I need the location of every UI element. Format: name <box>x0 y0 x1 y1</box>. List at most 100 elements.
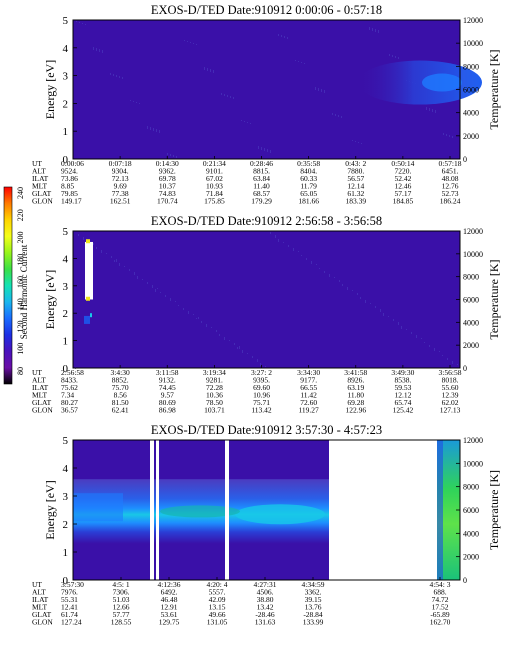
heatmap-cell <box>339 280 340 282</box>
heatmap-cell <box>426 107 427 110</box>
orbit-table-cell: 52.73 <box>442 189 459 198</box>
orbit-table-cell: 52.42 <box>394 174 411 183</box>
heatmap-cell <box>375 306 376 308</box>
orbit-table-cell: 149.17 <box>61 197 82 206</box>
heatmap-cell <box>357 293 358 295</box>
orbit-table-cell: 69.60 <box>253 383 270 392</box>
orbit-table-cell: 11.42 <box>300 391 317 400</box>
data-gap <box>156 440 159 580</box>
y-right-tick-label: 0 <box>463 155 467 164</box>
colorbar-label: Second Harmonic Current <box>19 244 29 339</box>
data-gap <box>225 440 229 580</box>
orbit-table-cell: 11.79 <box>300 182 317 191</box>
orbit-table-cell: 75.70 <box>112 383 129 392</box>
heatmap-cell <box>267 149 268 152</box>
orbit-table-cell: 3:4:30 <box>111 368 130 377</box>
y-tick-label: 0 <box>63 154 69 166</box>
heatmap-cell <box>284 36 285 38</box>
heatmap-cell <box>239 346 240 349</box>
orbit-table-cell: 3:11:58 <box>156 368 179 377</box>
heatmap-cell <box>129 269 130 271</box>
orbit-table-row-label: GLON <box>32 406 53 415</box>
heatmap-cell <box>435 110 436 113</box>
heatmap-cell <box>78 234 79 236</box>
orbit-table-cell: 8.56 <box>114 391 127 400</box>
orbit-table-cell: 69.28 <box>347 398 364 407</box>
y-right-tick-label: 2000 <box>463 553 479 562</box>
orbit-table-cell: 175.85 <box>204 197 225 206</box>
heatmap-cell <box>347 287 348 290</box>
heatmap-cell <box>134 272 135 275</box>
heatmap-cell <box>84 315 90 324</box>
orbit-table-cell: 4:12:36 <box>158 580 181 589</box>
orbit-table-cell: 46.48 <box>161 595 178 604</box>
heatmap-cell <box>111 256 112 258</box>
orbit-table-cell: 0:21:34 <box>203 159 226 168</box>
panel-title: EXOS-D/TED Date:910912 3:57:30 - 4:57:23 <box>151 423 382 437</box>
orbit-table-cell: 4:27:31 <box>254 580 277 589</box>
orbit-table-row-label: MLT <box>32 391 48 400</box>
orbit-table-cell: 12.46 <box>394 182 411 191</box>
y-tick-label: 3 <box>63 71 69 83</box>
heatmap-cell <box>99 49 100 52</box>
orbit-table-cell: 61.74 <box>61 610 78 619</box>
y-right-tick-label: 8000 <box>463 273 479 282</box>
orbit-table-cell: 4506. <box>257 588 274 597</box>
orbit-table-cell: 63.19 <box>347 383 364 392</box>
orbit-table-cell: 66.55 <box>300 383 317 392</box>
y-right-tick-label: 12000 <box>463 227 483 236</box>
heatmap-cell <box>304 63 305 64</box>
orbit-table-cell: 74.83 <box>159 189 176 198</box>
heatmap-cell <box>442 355 443 356</box>
heatmap-cell <box>147 282 148 284</box>
heatmap-cell <box>341 116 342 118</box>
heatmap-cell <box>393 319 394 321</box>
y-tick-label: 1 <box>63 126 69 138</box>
orbit-table-cell: 81.50 <box>112 398 129 407</box>
orbit-table-cell: 129.75 <box>159 618 180 627</box>
heatmap-cell <box>234 343 235 345</box>
heatmap-column-edge <box>437 440 443 580</box>
orbit-table-cell: 69.78 <box>159 174 176 183</box>
heatmap-cell <box>147 126 148 129</box>
orbit-table-cell: 53.61 <box>161 610 178 619</box>
orbit-table: UTALTILATMLTGLATGLON3:57:307976.55.3112.… <box>32 580 451 627</box>
orbit-table-cell: 131.05 <box>207 618 228 627</box>
orbit-table-cell: 4:20: 4 <box>206 580 227 589</box>
heatmap-cell <box>278 239 279 242</box>
heatmap-cell <box>250 123 251 124</box>
heatmap-cell <box>176 156 177 158</box>
heatmap-cell <box>398 57 399 59</box>
heatmap-cell <box>324 90 325 93</box>
heatmap-cell <box>93 243 94 245</box>
heatmap-cell <box>219 334 220 336</box>
heatmap-cell <box>406 329 407 330</box>
orbit-table-row-label: GLON <box>32 197 53 206</box>
heatmap-cell <box>319 268 320 269</box>
heatmap-cell <box>434 348 435 351</box>
orbit-table-row-label: UT <box>32 159 42 168</box>
orbit-table-cell: 67.02 <box>206 174 223 183</box>
orbit-table-cell: 62.02 <box>442 398 459 407</box>
heatmap-cell <box>439 351 440 352</box>
heatmap-cell <box>411 332 412 334</box>
orbit-table-cell: 2:56:58 <box>61 368 84 377</box>
heatmap-cell <box>452 361 453 364</box>
heatmap-cell <box>287 37 288 39</box>
orbit-table-cell: 77.38 <box>112 189 129 198</box>
orbit-table-cell: 7880. <box>347 167 364 176</box>
orbit-table-row-label: ALT <box>32 167 46 176</box>
heatmap-cell <box>352 140 353 141</box>
orbit-table-cell: 12.76 <box>442 182 459 191</box>
orbit-table-cell: 65.74 <box>394 398 411 407</box>
heatmap-cell <box>429 108 430 111</box>
colorbar-tick-label: 120 <box>16 321 25 333</box>
colorbar-tick-label: 200 <box>16 232 25 244</box>
orbit-table-cell: 48.08 <box>442 174 459 183</box>
heatmap-cell <box>370 303 371 304</box>
orbit-table-cell: 8538. <box>394 376 411 385</box>
orbit-table-cell: 38.80 <box>257 595 274 604</box>
orbit-table-cell: 8815. <box>253 167 270 176</box>
y-right-tick-label: 2000 <box>463 341 479 350</box>
y-axis-label: Energy [eV] <box>43 270 57 329</box>
